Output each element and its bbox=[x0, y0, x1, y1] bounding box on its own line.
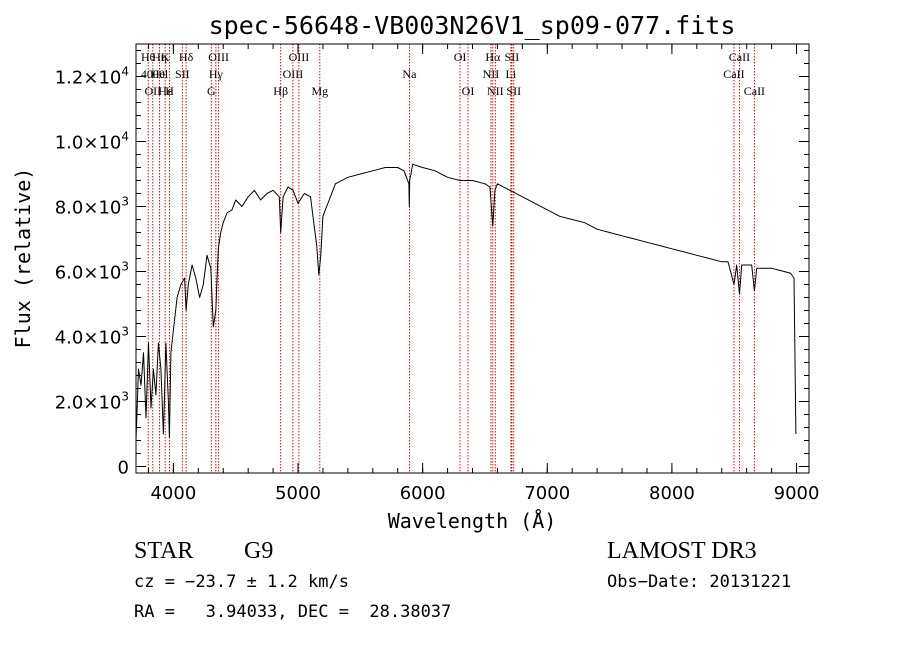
line-label: K bbox=[161, 50, 170, 64]
x-tick-label: 4000 bbox=[150, 483, 196, 504]
axis-ticks: 4000 5000 6000 7000 8000 9000 0 2.0×103 4.0×103 6… bbox=[55, 44, 820, 504]
line-label: SII bbox=[505, 50, 520, 64]
line-label: 4000 bbox=[141, 67, 165, 81]
line-label: H bbox=[165, 84, 174, 98]
line-label: Hδ bbox=[179, 50, 194, 64]
line-label: G bbox=[207, 84, 216, 98]
line-label: NII bbox=[483, 67, 500, 81]
line-label: Hβ bbox=[273, 84, 288, 98]
line-label: Hα bbox=[485, 50, 501, 64]
y-tick-label: 1.2×104 bbox=[55, 65, 129, 89]
line-label: NII bbox=[487, 84, 504, 98]
line-label: OII bbox=[144, 84, 161, 98]
line-label: Hel bbox=[151, 67, 169, 81]
line-label: Mg bbox=[311, 84, 328, 98]
x-tick-label: 9000 bbox=[774, 483, 820, 504]
line-label: Hθ bbox=[141, 50, 156, 64]
y-tick-label: 2.0×103 bbox=[55, 390, 129, 414]
x-tick-label: 7000 bbox=[524, 483, 570, 504]
y-tick-label: 8.0×103 bbox=[55, 195, 129, 219]
survey-name: LAMOST DR3 bbox=[607, 538, 757, 564]
y-axis-label: Flux (relative) bbox=[11, 168, 35, 349]
x-tick-label: 6000 bbox=[400, 483, 446, 504]
subclass: G9 bbox=[244, 538, 274, 564]
line-label: CaII bbox=[723, 67, 744, 81]
spectral-line-markers: Hθ4000OIIHηHelKHεHSIIHδGHγOIIIHβOIIIOIII… bbox=[141, 44, 765, 473]
line-label: CaII bbox=[729, 50, 750, 64]
y-tick-label: 6.0×103 bbox=[55, 260, 129, 284]
line-label: SII bbox=[175, 67, 190, 81]
spectrum-line bbox=[135, 163, 797, 441]
line-label: Hε bbox=[158, 84, 172, 98]
line-label: CaII bbox=[744, 84, 765, 98]
line-label: Li bbox=[506, 67, 517, 81]
chart-title: spec-56648-VB003N26V1_sp09-077.fits bbox=[209, 11, 736, 40]
observation-date: Obs−Date: 20131221 bbox=[607, 572, 792, 592]
line-label: OI bbox=[454, 50, 467, 64]
ra-dec-coordinates: RA = 3.94033, DEC = 28.38037 bbox=[134, 602, 452, 622]
line-label: SII bbox=[506, 84, 521, 98]
x-axis-label: Wavelength (Å) bbox=[388, 509, 557, 533]
object-type: STAR bbox=[134, 538, 194, 564]
redshift-velocity: cz = −23.7 ± 1.2 km/s bbox=[134, 572, 349, 592]
y-tick-label: 0 bbox=[118, 458, 129, 479]
line-label: OIII bbox=[289, 50, 310, 64]
line-label: OIII bbox=[208, 50, 229, 64]
line-label: Na bbox=[402, 67, 417, 81]
x-tick-label: 5000 bbox=[275, 483, 321, 504]
line-label: OIII bbox=[283, 67, 304, 81]
y-tick-label: 4.0×103 bbox=[55, 325, 129, 349]
line-label: Hγ bbox=[209, 67, 224, 81]
y-tick-label: 1.0×104 bbox=[55, 130, 129, 154]
x-tick-label: 8000 bbox=[649, 483, 695, 504]
line-label: Hη bbox=[152, 50, 167, 64]
line-label: OI bbox=[462, 84, 475, 98]
